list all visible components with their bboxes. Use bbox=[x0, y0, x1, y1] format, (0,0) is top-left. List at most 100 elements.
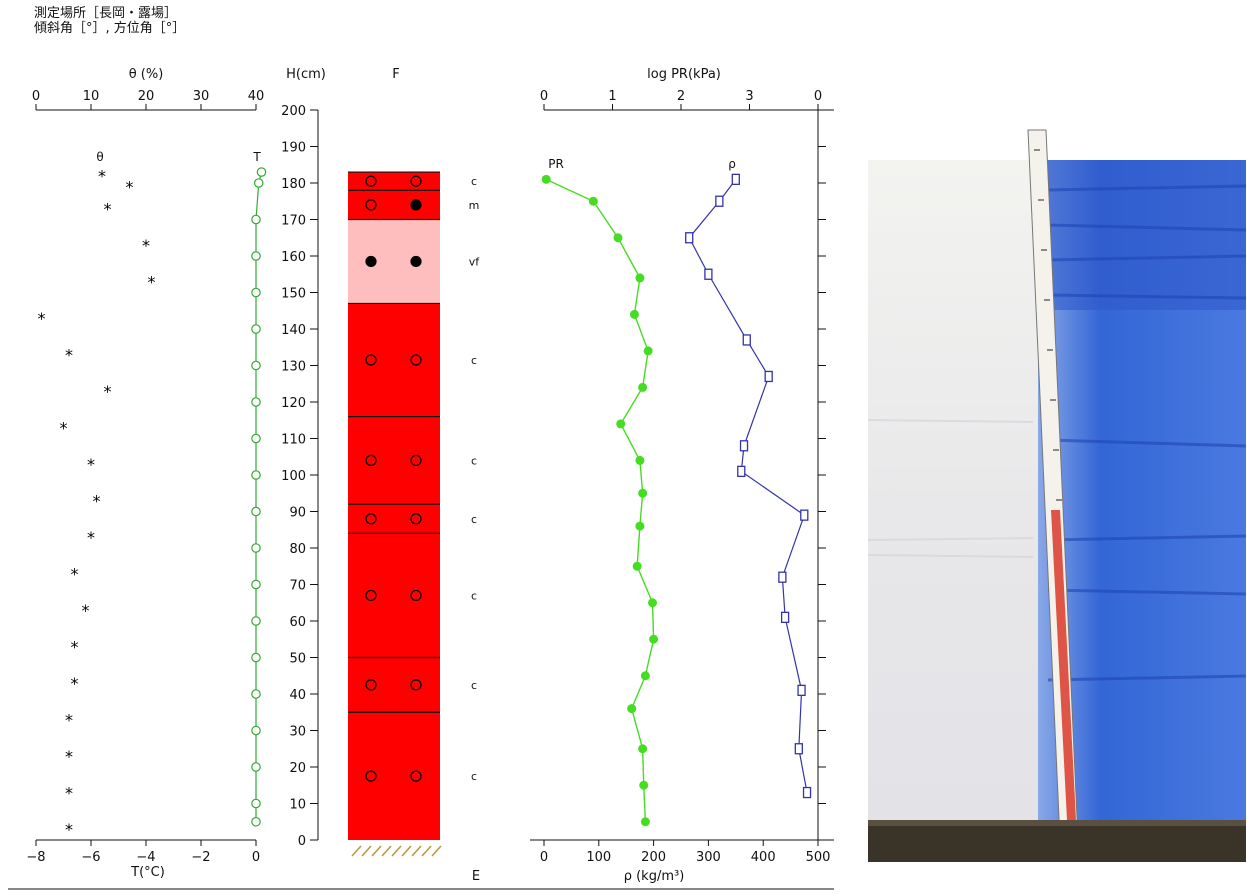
grain-size-label: vf bbox=[469, 255, 481, 268]
theta-point: * bbox=[104, 200, 112, 219]
pr-point bbox=[613, 233, 623, 243]
density-tick-label: 200 bbox=[641, 850, 666, 865]
pr-point bbox=[616, 419, 626, 429]
pr-point bbox=[639, 780, 649, 790]
snow-layer bbox=[348, 712, 440, 840]
temperature-point bbox=[251, 324, 261, 334]
grain-symbol-open bbox=[410, 454, 422, 466]
theta-point: * bbox=[148, 273, 156, 292]
pr-point bbox=[632, 561, 642, 571]
pr-tick-label: 0 bbox=[814, 89, 822, 104]
pr-point bbox=[635, 273, 645, 283]
pr-point bbox=[588, 196, 598, 206]
theta-tick-label: 30 bbox=[193, 89, 210, 104]
theta-series-label: θ bbox=[96, 150, 103, 164]
density-point bbox=[715, 195, 724, 207]
temperature-point bbox=[251, 725, 261, 736]
temperature-point bbox=[251, 214, 261, 225]
ground-label: E bbox=[472, 869, 480, 884]
slope-azimuth-label: 傾斜角［°］, 方位角［°］ bbox=[34, 21, 186, 36]
density-series-label: ρ bbox=[728, 157, 736, 171]
pr-point bbox=[541, 174, 551, 184]
pr-point bbox=[649, 634, 659, 644]
density-tick-label: 500 bbox=[806, 850, 831, 865]
snow-pit-chart: 0 10 20 30 40θ (%)−8 −6 −4 −2 0T(°C)θ T**********… bbox=[8, 67, 834, 890]
pr-point bbox=[640, 817, 650, 827]
grain-symbol-open bbox=[365, 199, 377, 211]
theta-point: * bbox=[142, 236, 150, 255]
temperature-point bbox=[251, 251, 261, 261]
temperature-point bbox=[251, 433, 261, 444]
grain-size-label: c bbox=[471, 175, 477, 188]
ground-hatch bbox=[361, 845, 372, 857]
density-tick-label: 400 bbox=[751, 850, 776, 865]
temperature-point bbox=[251, 360, 261, 371]
pr-tick-label: 3 bbox=[745, 89, 753, 104]
height-tick-label: 90 bbox=[289, 506, 306, 521]
layer-column-title: F bbox=[392, 67, 399, 82]
grain-symbol-open bbox=[365, 770, 377, 782]
theta-point: * bbox=[126, 178, 134, 197]
temperature-tick-label: 0 bbox=[252, 850, 260, 865]
grain-symbol-open bbox=[410, 513, 422, 525]
temperature-point bbox=[251, 543, 261, 553]
ground-hatch bbox=[431, 845, 442, 857]
density-point bbox=[737, 465, 746, 478]
height-tick-label: 30 bbox=[289, 725, 306, 740]
temperature-point bbox=[251, 762, 261, 772]
grain-symbol-open bbox=[410, 679, 422, 691]
grain-symbol-open bbox=[410, 589, 422, 602]
density-point bbox=[802, 786, 812, 799]
theta-point: * bbox=[71, 565, 79, 584]
snow-layer bbox=[348, 416, 440, 505]
grain-size-label: c bbox=[471, 354, 477, 367]
temperature-point bbox=[251, 616, 261, 626]
grain-size-label: c bbox=[471, 770, 477, 783]
theta-axis-title: θ (%) bbox=[129, 67, 164, 82]
ground-hatch bbox=[351, 845, 362, 857]
height-tick-label: 160 bbox=[281, 250, 306, 265]
grain-size-label: c bbox=[471, 513, 477, 526]
snow-layer bbox=[348, 190, 440, 220]
theta-point: * bbox=[65, 747, 73, 766]
density-point bbox=[739, 440, 749, 452]
temperature-point bbox=[253, 178, 264, 188]
theta-tick-label: 40 bbox=[248, 89, 265, 104]
ground-hatch bbox=[411, 845, 422, 857]
ground-hatch bbox=[381, 845, 392, 857]
density-point bbox=[742, 334, 751, 346]
temperature-point bbox=[251, 579, 261, 590]
height-tick-label: 50 bbox=[289, 652, 306, 667]
location-label: 測定場所［長岡・露場］ bbox=[34, 6, 178, 21]
theta-point: * bbox=[71, 638, 79, 657]
snow-pit-photo bbox=[868, 120, 1246, 862]
temperature-point bbox=[251, 798, 261, 809]
theta-tick-label: 20 bbox=[138, 89, 155, 104]
height-tick-label: 80 bbox=[289, 542, 306, 557]
temperature-point bbox=[251, 652, 261, 663]
theta-point: * bbox=[104, 382, 112, 401]
height-tick-label: 100 bbox=[281, 469, 306, 484]
grain-symbol-filled bbox=[365, 255, 377, 268]
height-tick-label: 120 bbox=[281, 396, 306, 411]
height-tick-label: 40 bbox=[289, 688, 306, 703]
height-tick-label: 190 bbox=[281, 141, 306, 156]
temperature-point bbox=[251, 397, 261, 407]
grain-size-label: c bbox=[471, 454, 477, 467]
density-point bbox=[731, 173, 740, 186]
pr-point bbox=[640, 671, 650, 681]
grain-symbol-filled bbox=[410, 199, 422, 211]
temperature-tick-label: −8 bbox=[26, 850, 45, 865]
snow-layer bbox=[348, 219, 440, 304]
theta-point: * bbox=[60, 419, 68, 438]
density-point bbox=[780, 611, 790, 623]
density-tick-label: 0 bbox=[540, 850, 548, 865]
height-tick-label: 170 bbox=[281, 214, 306, 229]
height-tick-label: 150 bbox=[281, 287, 306, 302]
height-tick-label: 130 bbox=[281, 360, 306, 375]
temperature-point bbox=[256, 167, 267, 177]
grain-symbol-open bbox=[365, 589, 377, 602]
density-line bbox=[688, 178, 808, 793]
pr-point bbox=[638, 744, 648, 754]
grain-symbol-filled bbox=[410, 255, 422, 268]
